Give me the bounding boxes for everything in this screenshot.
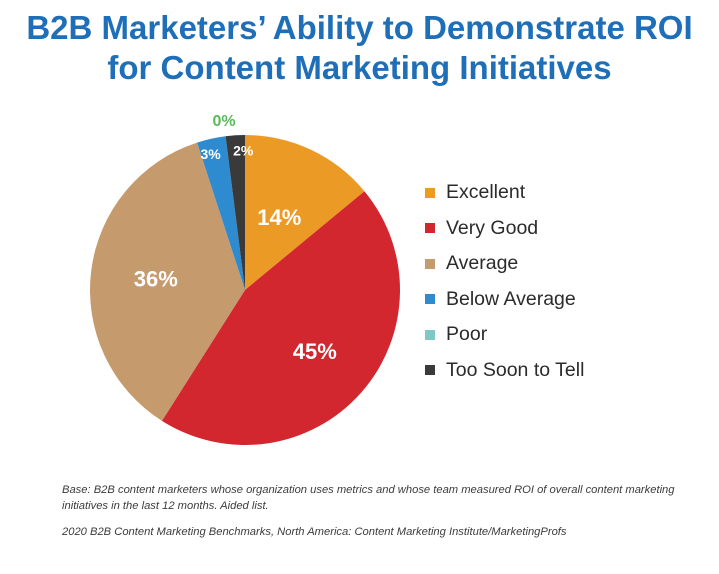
pie-slice-excellent xyxy=(245,135,365,290)
legend-item-excellent: Excellent xyxy=(425,175,584,211)
legend-label-excellent: Excellent xyxy=(446,181,526,204)
base-note: Base: B2B content marketers whose organi… xyxy=(62,484,675,512)
legend-item-very-good: Very Good xyxy=(425,211,584,247)
legend: Excellent Very Good Average Below Averag… xyxy=(425,175,584,388)
chart-title-line-1: B2B Marketers’ Ability to Demonstrate RO… xyxy=(26,9,693,46)
legend-item-poor: Poor xyxy=(425,317,584,353)
legend-swatch-poor xyxy=(425,329,435,340)
legend-swatch-below-average xyxy=(425,294,435,305)
pie-chart: 14% 45% 36% 3% 0% 2% xyxy=(90,113,400,445)
legend-swatch-very-good xyxy=(425,223,435,234)
source-note: 2020 B2B Content Marketing Benchmarks, N… xyxy=(62,526,567,538)
chart-title: B2B Marketers’ Ability to Demonstrate RO… xyxy=(0,8,719,88)
legend-item-too-soon: Too Soon to Tell xyxy=(425,353,584,389)
pie-label-poor: 0% xyxy=(213,113,236,130)
legend-swatch-average xyxy=(425,258,435,269)
pie-label-average: 36% xyxy=(134,266,178,291)
legend-swatch-too-soon xyxy=(425,365,435,376)
pie-slice-below-average xyxy=(197,136,245,290)
pie-slice-very-good xyxy=(161,191,400,445)
pie-label-excellent: 14% xyxy=(257,205,301,230)
legend-label-poor: Poor xyxy=(446,323,488,346)
legend-label-below-average: Below Average xyxy=(446,287,576,310)
chart-title-line-2: for Content Marketing Initiatives xyxy=(107,49,612,86)
pie-label-very-good: 45% xyxy=(293,339,337,364)
legend-item-average: Average xyxy=(425,246,584,282)
legend-swatch-excellent xyxy=(425,187,435,198)
pie-label-too-soon: 2% xyxy=(233,143,254,159)
pie-slice-too-soon xyxy=(225,135,245,290)
legend-label-too-soon: Too Soon to Tell xyxy=(446,358,585,381)
legend-label-average: Average xyxy=(446,252,519,275)
footnotes: Base: B2B content marketers whose organi… xyxy=(62,482,712,540)
legend-item-below-average: Below Average xyxy=(425,282,584,318)
pie-slice-average xyxy=(90,142,246,421)
legend-label-very-good: Very Good xyxy=(446,216,539,239)
pie-label-below-average: 3% xyxy=(200,146,221,162)
